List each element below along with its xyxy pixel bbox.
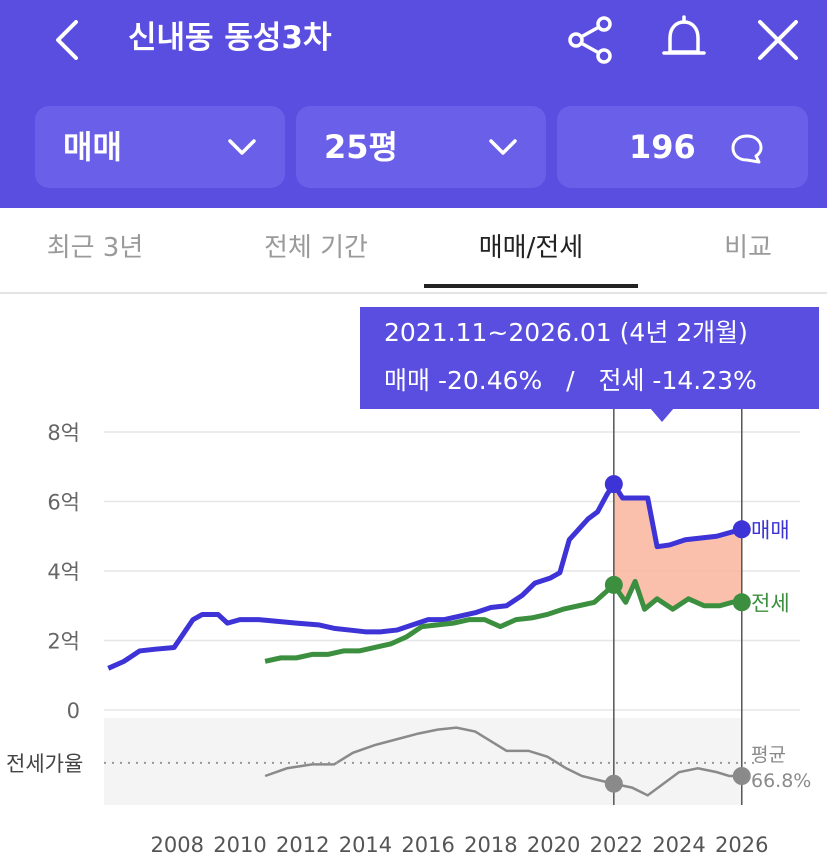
ratio-average-label: 평균 [751,744,786,766]
comment-count: 196 [629,128,696,166]
tooltip-sale-label: 매매 [384,366,431,395]
jeonse-start-point [604,575,623,594]
x-tick-label: 2020 [527,833,580,857]
tooltip-arrow [650,408,674,422]
share-button[interactable] [566,14,618,66]
x-tick-label: 2022 [590,833,643,857]
y-tick-label: 4억 [47,560,80,584]
jeonse-end-label: 전세 [751,591,790,615]
back-icon [56,20,78,60]
sale-end-label: 매매 [751,518,790,542]
tab-recent-3y[interactable]: 최근 3년 [46,233,144,263]
x-tick-label: 2014 [339,833,392,857]
x-tick-label: 2012 [276,833,329,857]
share-icon [568,16,612,64]
tab-compare[interactable]: 비교 [724,233,772,263]
tooltip-jeonse-label: 전세 [598,366,645,395]
x-tick-label: 2026 [715,833,768,857]
y-tick-label: 0 [67,699,80,723]
change-highlight-area [613,484,742,610]
tooltip-jeonse-change: -14.23% [652,366,757,395]
y-tick-label: 8억 [47,421,80,445]
x-tick-label: 2008 [151,833,204,857]
bell-icon [662,15,706,55]
jeonse-series-line [264,578,742,664]
x-tick-label: 2024 [652,833,705,857]
ratio-band-background [104,718,742,805]
deal-type-select[interactable]: 매매 [35,106,285,188]
sale-series-line [107,481,743,671]
x-tick-label: 2010 [213,833,266,857]
y-tick-label: 6억 [47,491,80,515]
app-header: 신내동 동성3차 매매 25평 196 [0,0,827,208]
ratio-series-line [264,726,742,797]
close-button[interactable] [752,14,804,66]
active-tab-indicator [424,284,638,288]
ratio-start-point [604,774,623,793]
back-button[interactable] [44,14,92,66]
tab-sale-jeonse[interactable]: 매매/전세 [478,233,584,263]
ratio-end-point [732,767,751,785]
sale-end-point [732,520,751,539]
comments-button[interactable]: 196 [557,106,808,188]
page-title: 신내동 동성3차 [128,20,332,56]
x-tick-label: 2018 [464,833,517,857]
chart-tabs: 최근 3년 전체 기간 매매/전세 비교 [0,208,827,294]
size-select[interactable]: 25평 [296,106,546,188]
close-icon [758,20,798,60]
x-tick-label: 2016 [401,833,454,857]
tab-all-period[interactable]: 전체 기간 [264,233,368,263]
tooltip-change: 매매 -20.46% / 전세 -14.23% [384,361,757,401]
notification-button[interactable] [658,14,710,66]
tooltip-separator: / [566,366,575,395]
chevron-down-icon [228,139,256,155]
deal-type-value: 매매 [63,128,122,166]
ratio-average-value: 66.8% [751,770,811,792]
jeonse-end-point [732,593,751,612]
range-tooltip: 2021.11~2026.01 (4년 2개월) 매매 -20.46% / 전세… [360,307,819,409]
tooltip-period: 2021.11~2026.01 (4년 2개월) [384,318,748,347]
tooltip-sale-change: -20.46% [437,366,543,395]
size-value: 25평 [324,128,398,166]
y-tick-label: 2억 [47,630,80,654]
comment-icon [731,134,763,164]
ratio-row-label: 전세가율 [6,752,83,776]
chevron-down-icon [489,139,517,155]
sale-start-point [604,475,623,494]
